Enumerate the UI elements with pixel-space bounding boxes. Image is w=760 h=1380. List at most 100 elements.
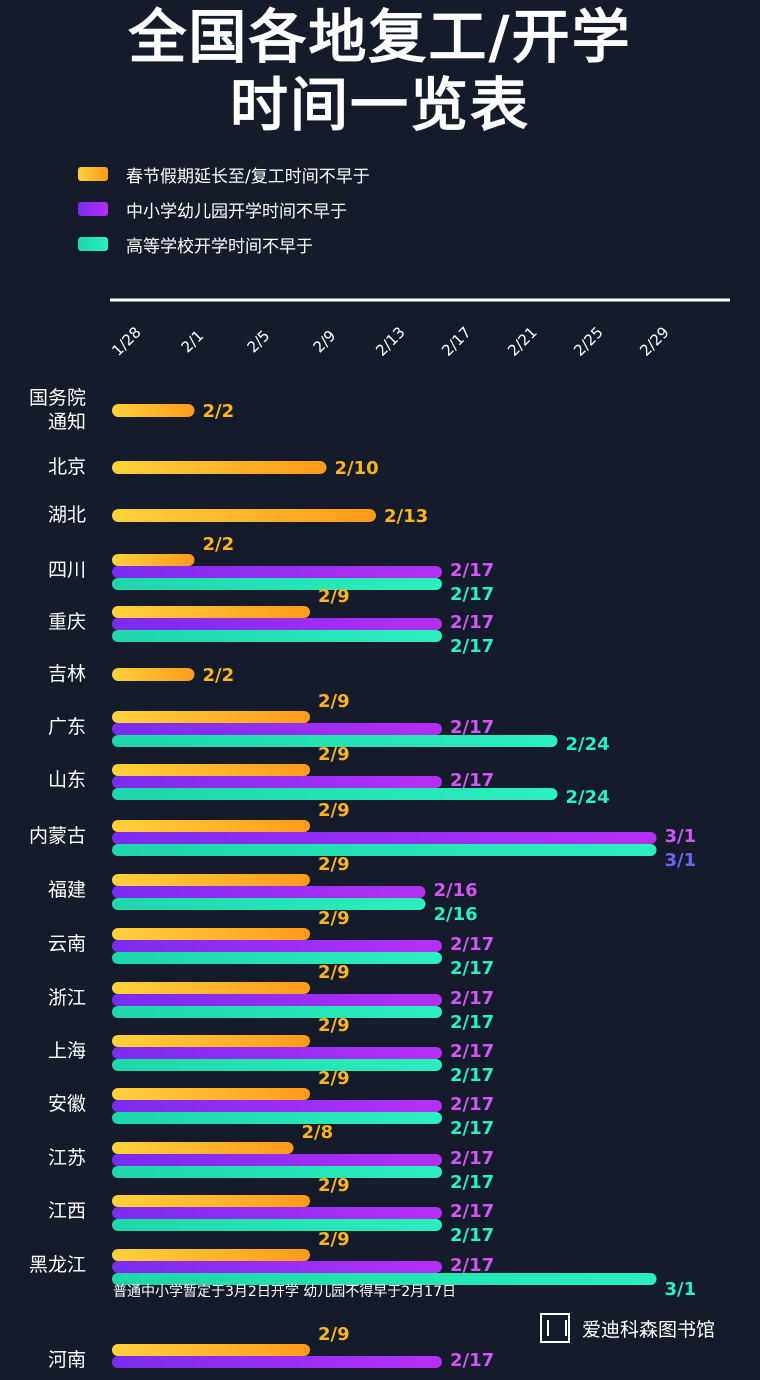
title-line-1: 全国各地复工/开学 bbox=[128, 3, 632, 71]
bar-label-school: 2/17 bbox=[450, 1350, 494, 1371]
bar-school bbox=[112, 776, 442, 788]
province-label: 通知 bbox=[48, 411, 86, 433]
bar-label-school: 3/1 bbox=[665, 826, 697, 847]
x-tick-label: 2/17 bbox=[438, 323, 475, 360]
bar-work bbox=[112, 1142, 294, 1154]
bar-label-university: 2/24 bbox=[566, 734, 610, 755]
bar-label-university: 3/1 bbox=[665, 850, 697, 871]
x-tick-label: 2/13 bbox=[372, 323, 409, 360]
province-label: 上海 bbox=[48, 1040, 86, 1062]
bar-label-university: 2/16 bbox=[434, 904, 478, 925]
bar-label-university: 2/17 bbox=[450, 1012, 494, 1033]
province-label: 江西 bbox=[48, 1200, 86, 1222]
bar-work bbox=[112, 711, 310, 723]
bar-university bbox=[112, 1166, 442, 1178]
legend-label-work: 春节假期延长至/复工时间不早于 bbox=[126, 166, 370, 187]
bar-label-work: 2/13 bbox=[384, 506, 428, 527]
x-tick-label: 2/29 bbox=[636, 323, 673, 360]
bar-work bbox=[112, 982, 310, 994]
province-label: 江苏 bbox=[48, 1147, 86, 1169]
legend-item-university: 高等学校开学时间不早于 bbox=[78, 232, 313, 257]
bar-label-work: 2/9 bbox=[318, 1229, 350, 1250]
bar-label-school: 2/17 bbox=[450, 1255, 494, 1276]
bar-label-school: 2/17 bbox=[450, 1148, 494, 1169]
bar-label-work: 2/9 bbox=[318, 586, 350, 607]
bar-work bbox=[112, 668, 195, 681]
bar-label-school: 2/17 bbox=[450, 1041, 494, 1062]
province-label: 北京 bbox=[48, 456, 86, 478]
bar-school bbox=[112, 1356, 442, 1368]
bar-label-work: 2/9 bbox=[318, 908, 350, 929]
bar-school bbox=[112, 1207, 442, 1219]
bar-work bbox=[112, 764, 310, 776]
library-logo-icon bbox=[540, 1313, 570, 1343]
bar-work bbox=[112, 554, 195, 566]
bar-label-school: 2/17 bbox=[450, 770, 494, 791]
bar-work bbox=[112, 928, 310, 940]
bar-university bbox=[112, 1059, 442, 1071]
bar-work bbox=[112, 1088, 310, 1100]
bar-school bbox=[112, 940, 442, 952]
legend-swatch-work bbox=[78, 167, 108, 181]
watermark-text: 爱迪科森图书馆 bbox=[582, 1318, 716, 1341]
bar-school bbox=[112, 994, 442, 1006]
x-tick-label: 2/25 bbox=[570, 323, 607, 360]
bar-university bbox=[112, 898, 426, 910]
bar-university bbox=[112, 1219, 442, 1231]
bar-label-work: 2/9 bbox=[318, 1324, 350, 1345]
bar-school bbox=[112, 1100, 442, 1112]
province-label: 黑龙江 bbox=[29, 1254, 86, 1276]
province-label: 河南 bbox=[48, 1349, 86, 1371]
bar-university bbox=[112, 1112, 442, 1124]
bar-work bbox=[112, 404, 195, 417]
bar-label-university: 2/17 bbox=[450, 1172, 494, 1193]
bar-label-university: 3/1 bbox=[665, 1279, 697, 1300]
legend-swatch-university bbox=[78, 237, 108, 251]
legend-item-work: 春节假期延长至/复工时间不早于 bbox=[78, 162, 370, 187]
province-label: 福建 bbox=[48, 879, 86, 901]
bar-label-school: 2/17 bbox=[450, 612, 494, 633]
bar-work bbox=[112, 1035, 310, 1047]
legend-label-school: 中小学幼儿园开学时间不早于 bbox=[126, 201, 347, 222]
bar-label-work: 2/9 bbox=[318, 1015, 350, 1036]
bar-university bbox=[112, 578, 442, 590]
bar-school bbox=[112, 832, 657, 844]
watermark: 爱迪科森图书馆 bbox=[540, 1313, 715, 1343]
bar-label-work: 2/8 bbox=[302, 1122, 334, 1143]
bar-school bbox=[112, 886, 426, 898]
legend-label-university: 高等学校开学时间不早于 bbox=[126, 236, 313, 257]
bar-school bbox=[112, 723, 442, 735]
bar-label-university: 2/17 bbox=[450, 636, 494, 657]
bar-work bbox=[112, 820, 310, 832]
bar-label-work: 2/9 bbox=[318, 1175, 350, 1196]
bar-label-university: 2/17 bbox=[450, 1225, 494, 1246]
bar-work bbox=[112, 874, 310, 886]
bar-label-work: 2/9 bbox=[318, 962, 350, 983]
province-label: 重庆 bbox=[48, 611, 86, 633]
bar-label-school: 2/17 bbox=[450, 988, 494, 1009]
bar-university bbox=[112, 788, 558, 800]
bar-label-university: 2/17 bbox=[450, 1118, 494, 1139]
bar-label-university: 2/17 bbox=[450, 958, 494, 979]
bar-university bbox=[112, 735, 558, 747]
bar-school bbox=[112, 566, 442, 578]
bar-work bbox=[112, 1195, 310, 1207]
province-label: 云南 bbox=[48, 933, 86, 955]
bar-label-work: 2/9 bbox=[318, 744, 350, 765]
x-tick-label: 2/9 bbox=[310, 327, 340, 357]
legend-swatch-school bbox=[78, 202, 108, 216]
bar-label-school: 2/17 bbox=[450, 717, 494, 738]
province-label: 四川 bbox=[48, 559, 86, 581]
bar-university bbox=[112, 844, 657, 856]
bar-university bbox=[112, 630, 442, 642]
province-label: 湖北 bbox=[48, 504, 86, 526]
bar-label-university: 2/17 bbox=[450, 1065, 494, 1086]
x-tick-label: 2/5 bbox=[244, 327, 274, 357]
bar-school bbox=[112, 618, 442, 630]
bar-school bbox=[112, 1154, 442, 1166]
legend-item-school: 中小学幼儿园开学时间不早于 bbox=[78, 197, 347, 222]
province-label: 安徽 bbox=[48, 1093, 86, 1115]
bar-university bbox=[112, 1006, 442, 1018]
province-label: 浙江 bbox=[48, 987, 86, 1009]
